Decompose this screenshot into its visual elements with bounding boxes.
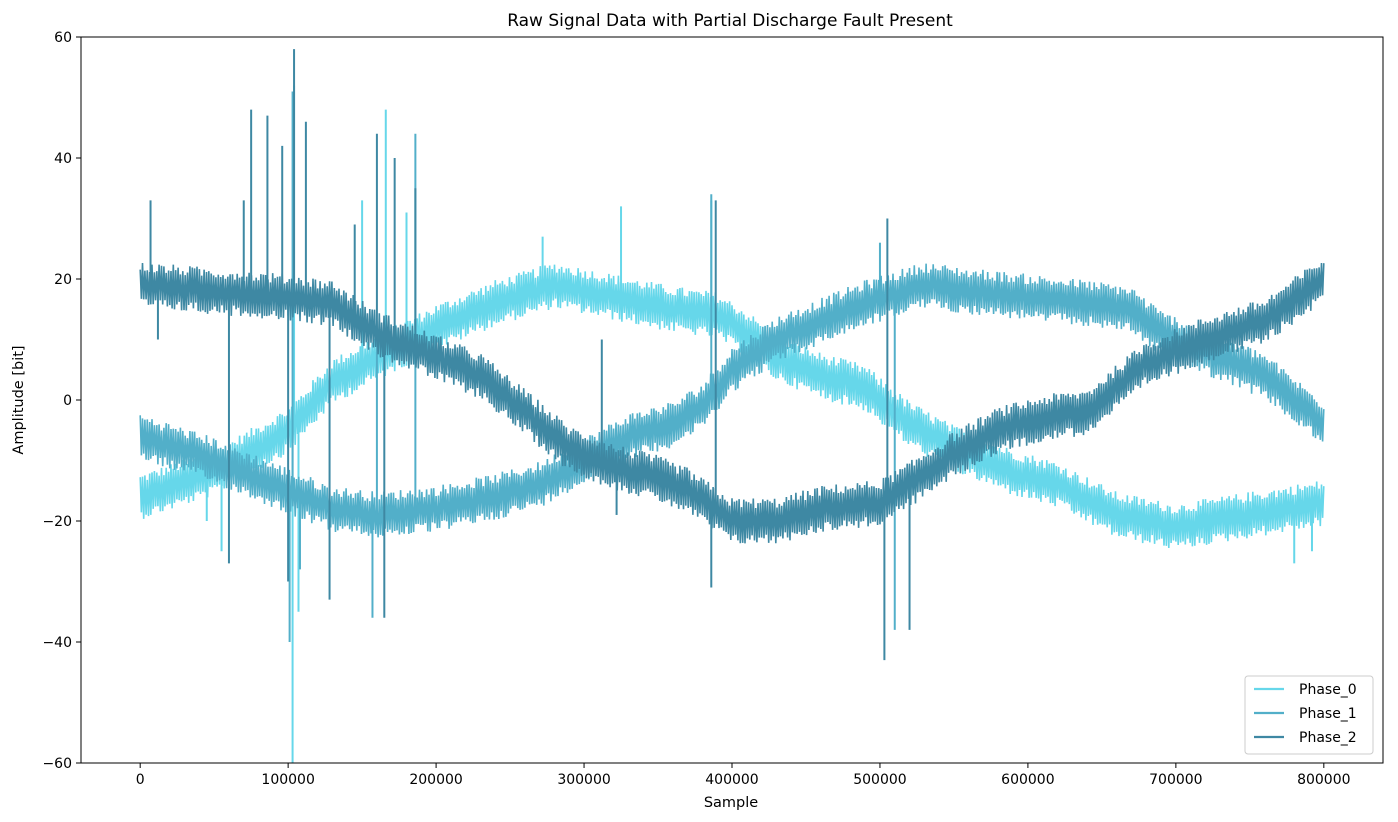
x-axis-label: Sample [704, 795, 758, 811]
series-band-line [139, 264, 1325, 549]
legend-label: Phase_0 [1299, 682, 1357, 698]
y-tick-label: 20 [54, 272, 72, 288]
legend: Phase_0 Phase_1 Phase_2 [1244, 675, 1374, 755]
series-layer [139, 49, 1325, 763]
y-tick-label: −20 [42, 514, 72, 530]
series-band-line [139, 262, 1325, 544]
y-axis-label: Amplitude [bit] [11, 345, 27, 454]
x-tick-label: 100000 [261, 772, 314, 788]
x-tick-label: 800000 [1297, 772, 1350, 788]
x-tick-label: 600000 [1001, 772, 1054, 788]
x-axis: 0 100000 200000 300000 400000 500000 600000 700… [136, 763, 1351, 788]
legend-frame [1244, 675, 1374, 755]
series-phase-2 [139, 49, 1325, 661]
y-tick-label: 0 [63, 393, 72, 409]
y-tick-label: 60 [54, 30, 72, 46]
x-tick-label: 500000 [853, 772, 906, 788]
legend-label: Phase_1 [1299, 706, 1357, 722]
x-tick-label: 700000 [1149, 772, 1202, 788]
y-tick-label: 40 [54, 151, 72, 167]
chart-title: Raw Signal Data with Partial Discharge F… [507, 11, 953, 31]
x-tick-label: 400000 [705, 772, 758, 788]
series-band-line [139, 263, 1325, 538]
y-tick-label: −40 [42, 635, 72, 651]
x-tick-label: 300000 [557, 772, 610, 788]
y-tick-label: −60 [42, 756, 72, 772]
y-axis: −60 −40 −20 0 20 40 60 [42, 30, 81, 772]
legend-label: Phase_2 [1299, 730, 1357, 746]
x-tick-label: 200000 [409, 772, 462, 788]
x-tick-label: 0 [136, 772, 145, 788]
